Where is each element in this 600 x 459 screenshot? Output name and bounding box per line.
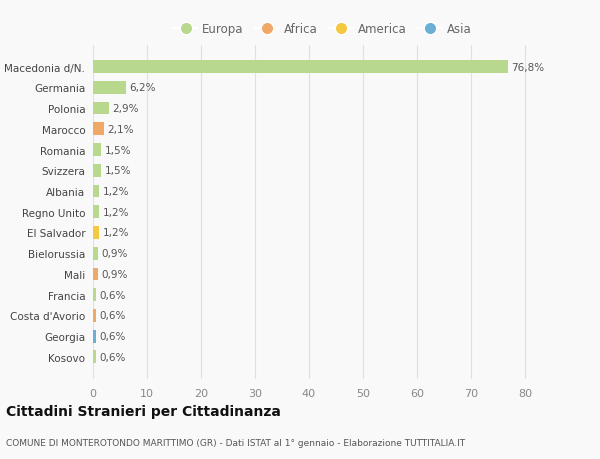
- Bar: [93, 61, 508, 74]
- Text: 6,2%: 6,2%: [130, 83, 156, 93]
- Bar: [93, 82, 127, 95]
- Text: 0,6%: 0,6%: [100, 352, 126, 362]
- Bar: [93, 309, 96, 322]
- Bar: [93, 206, 100, 218]
- Bar: [93, 123, 104, 136]
- Text: 1,2%: 1,2%: [103, 228, 129, 238]
- Bar: [93, 268, 98, 281]
- Text: 0,6%: 0,6%: [100, 311, 126, 321]
- Text: 1,2%: 1,2%: [103, 187, 129, 196]
- Bar: [93, 164, 101, 177]
- Text: 0,6%: 0,6%: [100, 290, 126, 300]
- Bar: [93, 227, 100, 240]
- Bar: [93, 330, 96, 343]
- Text: 76,8%: 76,8%: [511, 62, 544, 73]
- Text: 1,2%: 1,2%: [103, 207, 129, 217]
- Text: COMUNE DI MONTEROTONDO MARITTIMO (GR) - Dati ISTAT al 1° gennaio - Elaborazione : COMUNE DI MONTEROTONDO MARITTIMO (GR) - …: [6, 438, 465, 447]
- Bar: [93, 102, 109, 115]
- Bar: [93, 351, 96, 364]
- Text: 0,9%: 0,9%: [101, 249, 127, 259]
- Text: 2,9%: 2,9%: [112, 104, 139, 114]
- Text: 1,5%: 1,5%: [104, 145, 131, 155]
- Bar: [93, 144, 101, 157]
- Text: Cittadini Stranieri per Cittadinanza: Cittadini Stranieri per Cittadinanza: [6, 404, 281, 419]
- Text: 0,6%: 0,6%: [100, 331, 126, 341]
- Text: 0,9%: 0,9%: [101, 269, 127, 280]
- Text: 1,5%: 1,5%: [104, 166, 131, 176]
- Legend: Europa, Africa, America, Asia: Europa, Africa, America, Asia: [169, 18, 476, 41]
- Bar: [93, 185, 100, 198]
- Text: 2,1%: 2,1%: [107, 124, 134, 134]
- Bar: [93, 289, 96, 302]
- Bar: [93, 247, 98, 260]
